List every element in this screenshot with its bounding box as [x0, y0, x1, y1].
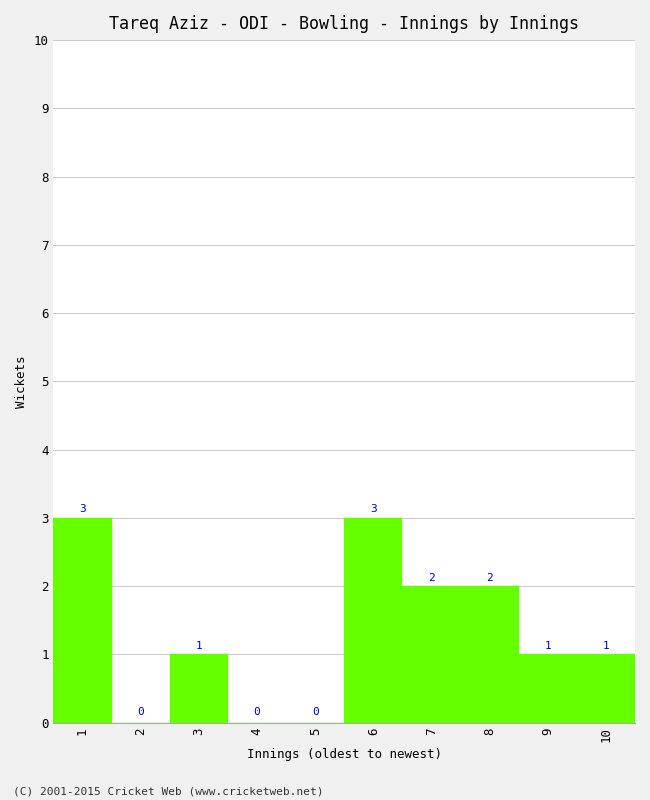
Y-axis label: Wickets: Wickets — [15, 355, 28, 407]
Title: Tareq Aziz - ODI - Bowling - Innings by Innings: Tareq Aziz - ODI - Bowling - Innings by … — [109, 15, 579, 33]
Text: 3: 3 — [79, 505, 86, 514]
Text: (C) 2001-2015 Cricket Web (www.cricketweb.net): (C) 2001-2015 Cricket Web (www.cricketwe… — [13, 786, 324, 796]
Bar — [460, 586, 519, 722]
Text: 1: 1 — [196, 641, 202, 651]
Text: 0: 0 — [137, 707, 144, 717]
Text: 2: 2 — [428, 573, 435, 582]
Bar — [170, 654, 228, 722]
Text: 1: 1 — [603, 641, 609, 651]
Text: 1: 1 — [545, 641, 551, 651]
Bar — [519, 654, 577, 722]
Text: 2: 2 — [486, 573, 493, 582]
Bar — [577, 654, 635, 722]
Bar — [344, 518, 402, 722]
X-axis label: Innings (oldest to newest): Innings (oldest to newest) — [247, 748, 442, 761]
Bar — [402, 586, 460, 722]
Text: 0: 0 — [254, 707, 261, 717]
Text: 0: 0 — [312, 707, 318, 717]
Bar — [53, 518, 112, 722]
Text: 3: 3 — [370, 505, 376, 514]
